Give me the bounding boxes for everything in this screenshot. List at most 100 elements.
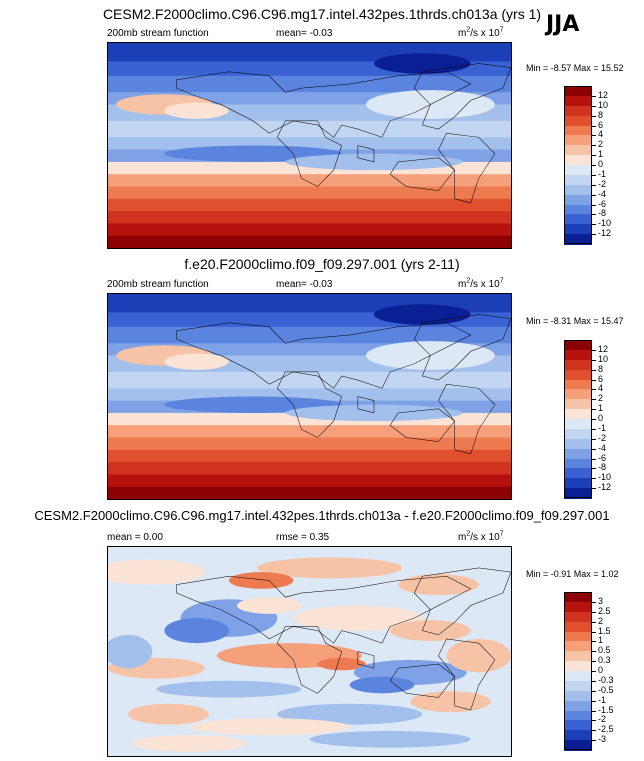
colorbar-label: 1.5 (598, 625, 611, 636)
colorbar-tick (592, 438, 596, 440)
contour-band (108, 75, 511, 94)
colorbar-swatch (564, 730, 592, 741)
colorbar-swatch (564, 409, 592, 420)
contour-band (108, 235, 511, 250)
contour-band (277, 703, 423, 725)
colorbar-label: 0.5 (598, 645, 611, 656)
colorbar-swatch (564, 458, 592, 469)
units-mid: /s x 10 (470, 532, 500, 543)
contour-band (103, 634, 153, 669)
colorbar-label: 10 (598, 353, 609, 364)
colorbar-label: 12 (598, 343, 609, 354)
units-pow: 7 (499, 26, 504, 34)
contour-band (108, 425, 511, 439)
colorbar-swatch (564, 95, 592, 107)
colorbar-label: -8 (598, 208, 607, 219)
contour-band (108, 462, 511, 476)
colorbar-label: 3 (598, 595, 604, 606)
contour-band (108, 326, 511, 345)
colorbar-swatch (564, 234, 592, 245)
colorbar-tick (592, 105, 596, 107)
coastline (177, 323, 471, 389)
coastline (414, 568, 511, 635)
panel-minmax: Min = -8.57 Max = 15.52 (526, 63, 624, 73)
colorbar-swatch (564, 174, 592, 186)
colorbar-label: 6 (598, 373, 604, 384)
panel-units-label: m2/s x 107 (458, 530, 504, 543)
colorbar-tick (592, 389, 596, 391)
colorbar-label: -12 (598, 228, 612, 239)
panel-left-label: mean = 0.00 (107, 532, 163, 543)
coastline (414, 64, 511, 130)
colorbar-tick (592, 488, 596, 490)
colorbar-swatch (564, 611, 592, 623)
colorbar-label: 2 (598, 393, 604, 404)
coastline (390, 409, 454, 442)
units-mid: /s x 10 (470, 28, 500, 39)
contour-band (257, 557, 403, 579)
colorbar-swatch (564, 592, 592, 603)
coastline (277, 121, 341, 187)
coastline (390, 158, 454, 191)
contour-band (108, 474, 511, 488)
colorbar-tick (592, 379, 596, 381)
colorbar-tick (592, 419, 596, 420)
map-field (91, 547, 511, 756)
panel-left-label: 200mb stream function (107, 279, 209, 290)
colorbar-tick (592, 135, 596, 137)
colorbar-label: -0.5 (598, 684, 614, 695)
colorbar-label: -12 (598, 482, 612, 493)
contour-band (188, 718, 350, 736)
map-field (108, 43, 511, 250)
colorbar-label: -2 (598, 178, 607, 189)
colorbar-tick (592, 399, 596, 401)
map-plot (107, 42, 512, 250)
colorbar-tick (592, 115, 596, 117)
colorbar-swatch (564, 184, 592, 196)
contour-band (164, 353, 229, 370)
contour-band (108, 437, 511, 451)
colorbar-label: 4 (598, 383, 604, 394)
coastline (438, 384, 494, 454)
colorbar-tick (592, 369, 596, 371)
colorbar-tick (592, 194, 596, 196)
contour-band (228, 572, 294, 589)
colorbar-swatch (564, 214, 592, 225)
colorbar-label: -4 (598, 442, 607, 453)
contour-band (236, 597, 302, 614)
colorbar-tick (592, 621, 596, 623)
panel-mid-label: mean= -0.03 (276, 28, 333, 39)
panel-units-label: m2/s x 107 (458, 278, 504, 290)
colorbar-tick (592, 184, 596, 186)
panel-mid-label: rmse = 0.35 (276, 532, 330, 543)
colorbar-tick (592, 165, 596, 166)
contour-band (108, 371, 511, 390)
colorbar-swatch (564, 359, 592, 371)
contour-band (108, 211, 511, 225)
units-base: m (458, 532, 467, 543)
colorbar-swatch (564, 86, 592, 97)
contour-band (156, 680, 302, 698)
colorbar-tick (592, 730, 596, 732)
colorbar-label: 2.5 (598, 605, 611, 616)
colorbar-tick (592, 95, 596, 97)
units-pow: 7 (499, 530, 504, 538)
colorbar-tick (592, 661, 596, 663)
colorbar-tick (592, 349, 596, 351)
colorbar-frame (564, 592, 592, 750)
colorbar-tick (592, 720, 596, 722)
colorbar: 12 10 8 6 4 2 1 0 -1 -2 -4 -6 -8 -10 -12 (564, 86, 634, 245)
colorbar-tick (592, 428, 596, 430)
contour-band (446, 638, 511, 673)
colorbar-swatch (564, 340, 592, 351)
coastline (358, 397, 374, 413)
contour-band (164, 618, 229, 644)
colorbar: 3 2.5 2 1.5 1 0.5 0.3 0 -0.3 -0.5 -1 -1.5 -2 -2.5 -3 (564, 592, 634, 751)
contour-band (108, 198, 511, 213)
contour-band (108, 486, 511, 501)
colorbar-label: -6 (598, 452, 607, 463)
colorbar-tick (592, 631, 596, 633)
colorbar-swatch (564, 204, 592, 215)
colorbar-swatch (564, 720, 592, 731)
colorbar-label: 8 (598, 109, 604, 120)
